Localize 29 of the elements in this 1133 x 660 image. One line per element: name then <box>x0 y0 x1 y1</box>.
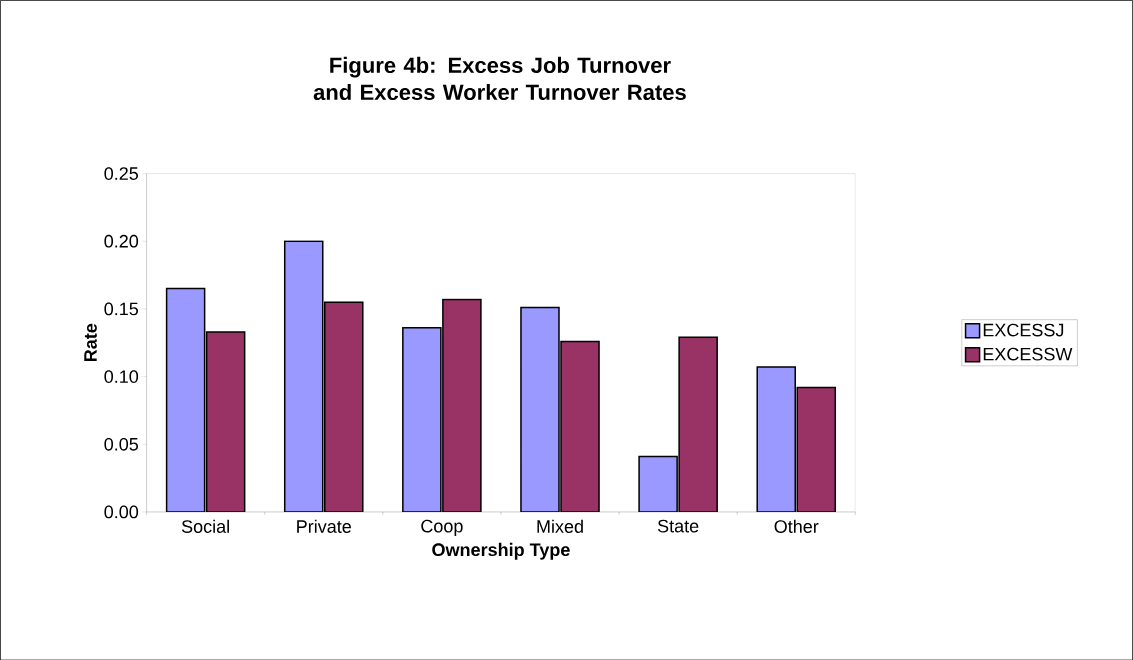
bar <box>324 301 364 512</box>
bar <box>283 240 324 512</box>
x-tick-label: Private <box>297 519 351 533</box>
bar <box>560 340 600 512</box>
y-tick-label: 0.15 <box>104 302 139 316</box>
legend-label: EXCESSJ <box>983 323 1064 337</box>
y-tick-label: 0.05 <box>104 437 139 451</box>
bar <box>638 455 678 512</box>
bar <box>402 326 442 512</box>
x-tick-label: Mixed <box>537 519 583 533</box>
x-tick-label: Social <box>181 519 229 533</box>
y-axis-title: Rate <box>84 323 97 361</box>
bar <box>756 366 797 512</box>
bar <box>796 386 837 512</box>
bar <box>205 330 246 512</box>
x-tick-label: Other <box>774 519 819 533</box>
y-tick-label: 0.10 <box>104 369 139 383</box>
y-tick-label: 0.00 <box>104 505 139 519</box>
bar <box>165 287 206 512</box>
legend-label: EXCESSW <box>983 347 1073 361</box>
x-axis-title: Ownership Type <box>432 542 570 560</box>
y-tick-label: 0.20 <box>104 234 139 248</box>
y-tick-label: 0.25 <box>104 166 139 180</box>
chart-title: Figure 4b: Excess Job Turnover and Excess Worker Turnover Rates <box>313 56 686 100</box>
x-tick-label: State <box>657 519 699 533</box>
bar <box>442 298 482 512</box>
bar <box>678 336 718 512</box>
bar <box>520 306 560 512</box>
x-tick-label: Coop <box>421 519 463 536</box>
